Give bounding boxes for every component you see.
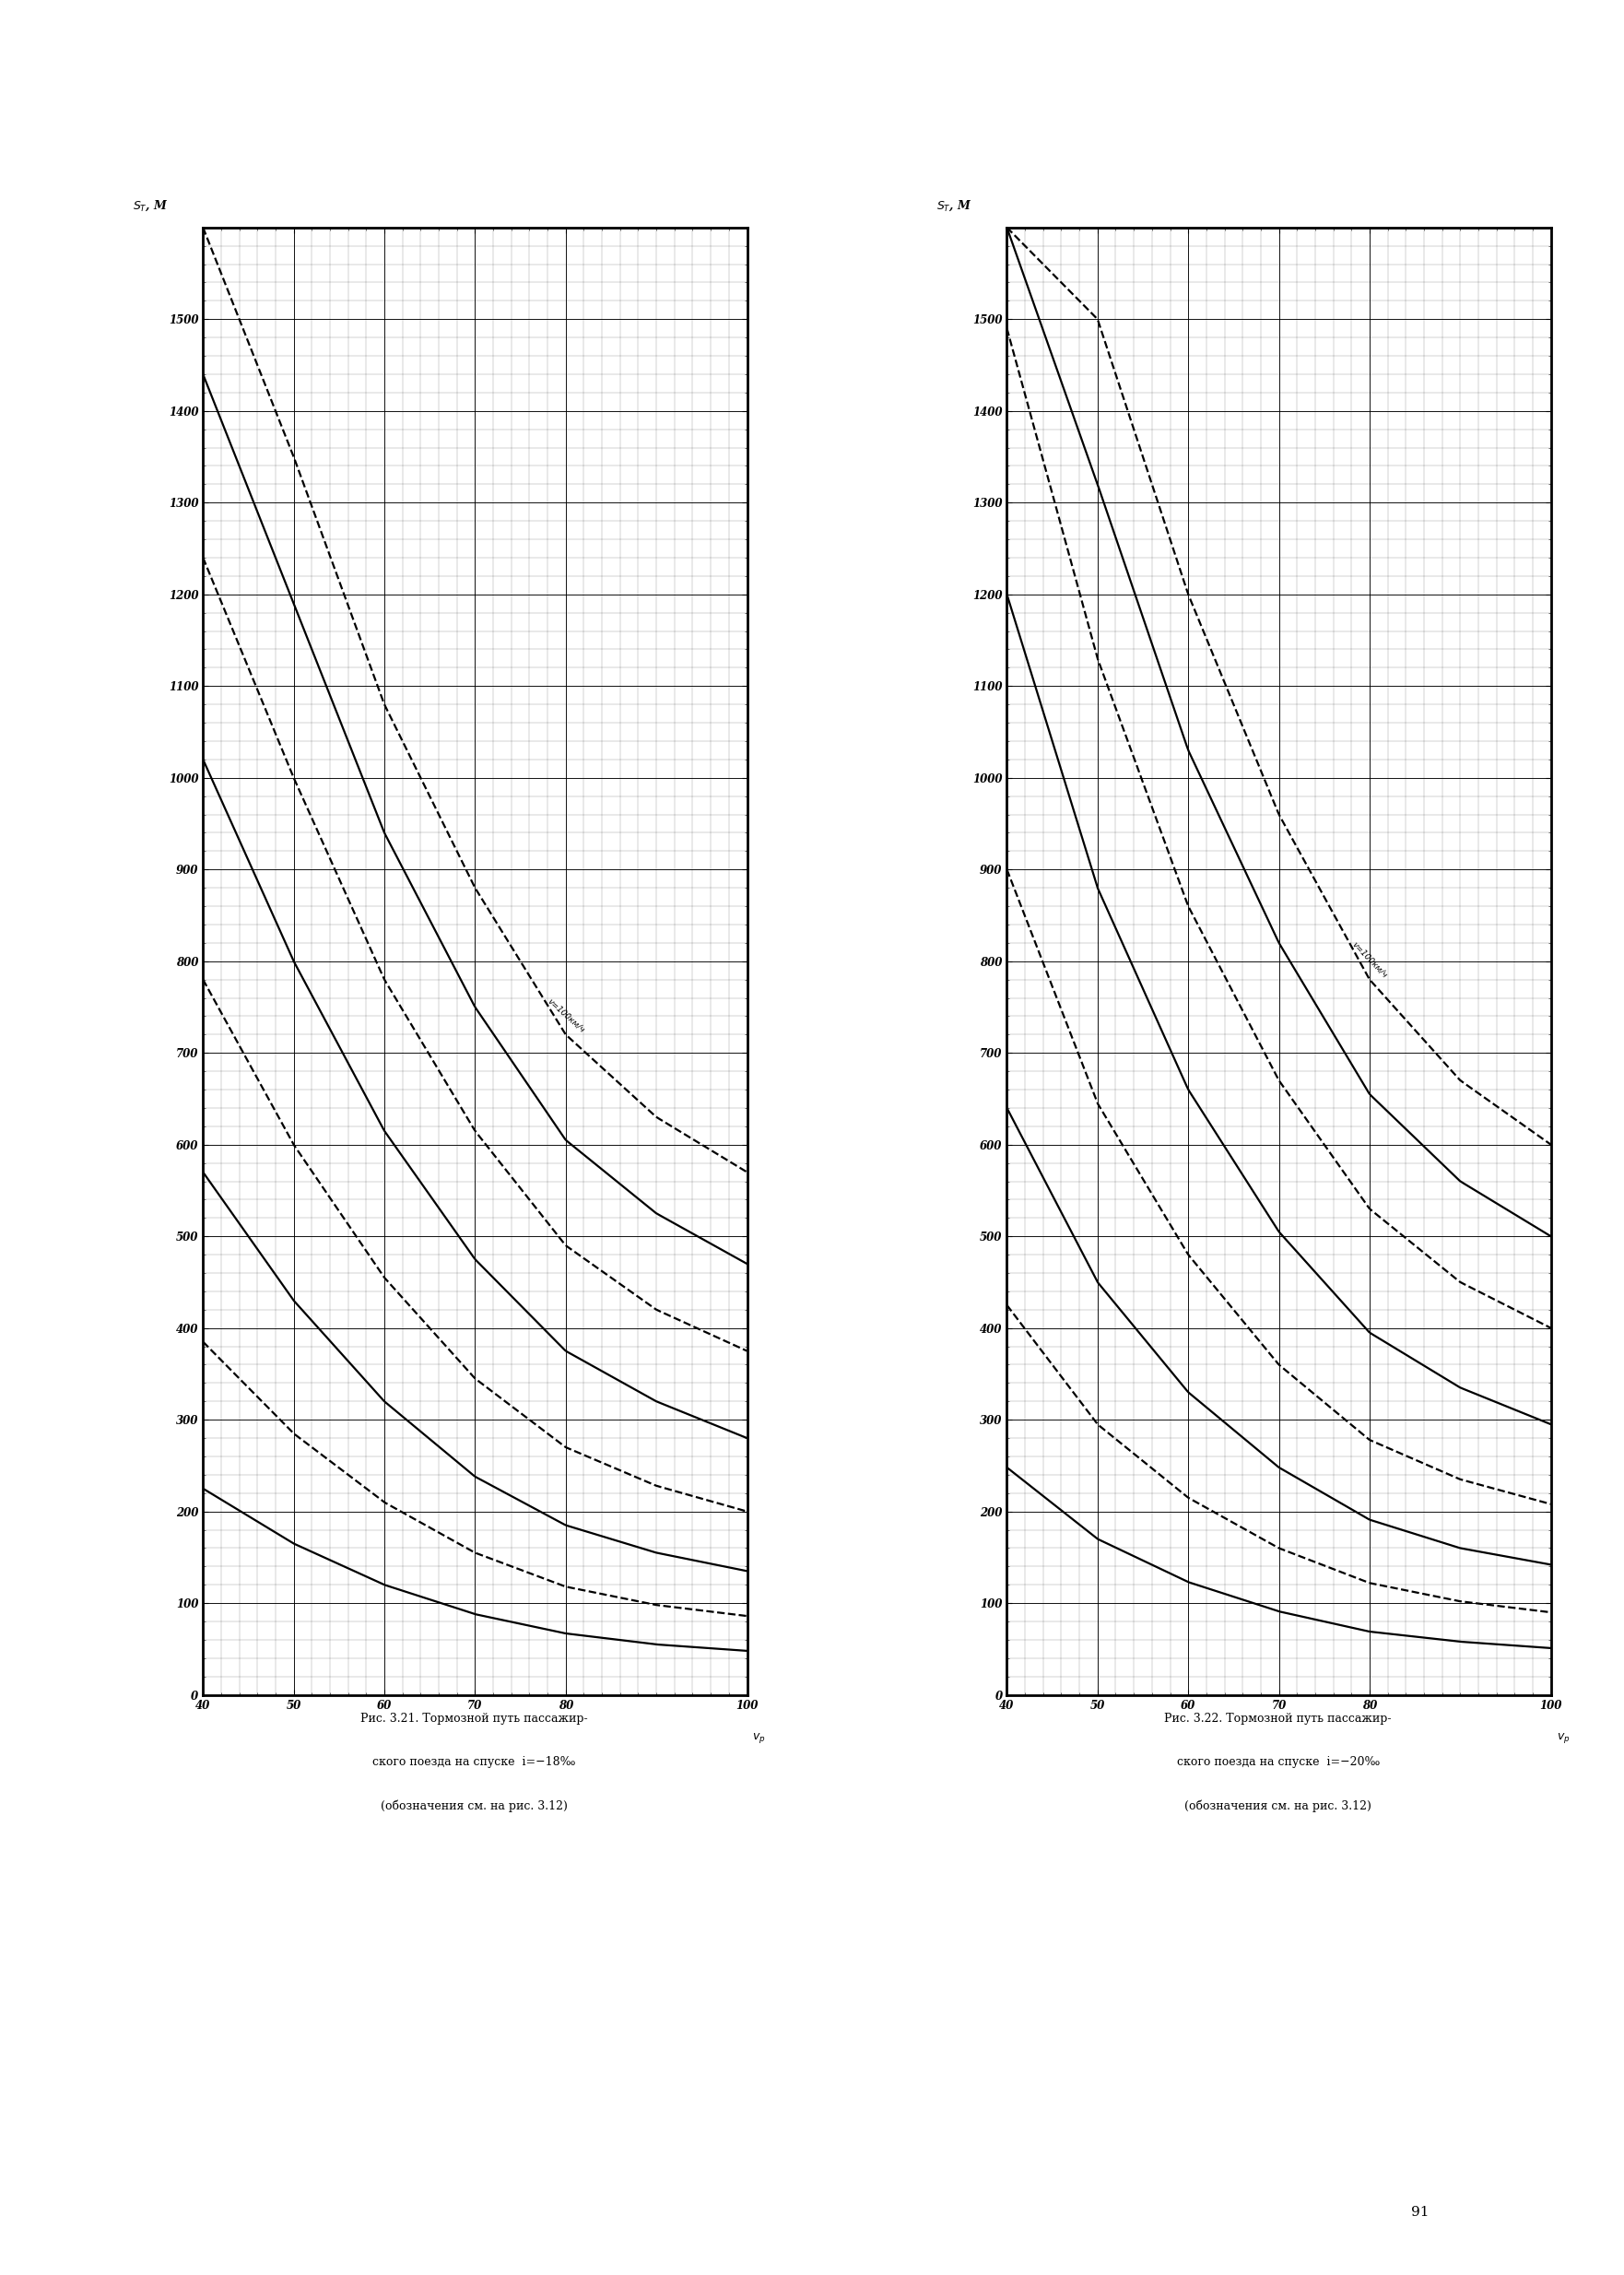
Text: 80: 80 <box>1554 1324 1567 1333</box>
Text: (обозначения см. на рис. 3.12): (обозначения см. на рис. 3.12) <box>380 1800 568 1811</box>
Text: 100: 100 <box>750 1167 771 1176</box>
Text: 91: 91 <box>1411 2207 1429 2218</box>
Text: 60: 60 <box>750 1508 763 1515</box>
Text: 80: 80 <box>750 1347 763 1356</box>
Text: v=100км/ч: v=100км/ч <box>546 996 586 1035</box>
Text: 70: 70 <box>1554 1420 1567 1429</box>
Text: $S_T$, М: $S_T$, М <box>132 198 167 214</box>
Text: $v_p$: $v_p$ <box>752 1731 767 1745</box>
Text: 30: 30 <box>750 1647 763 1654</box>
Text: 60: 60 <box>1554 1499 1567 1508</box>
Text: 90: 90 <box>750 1260 763 1267</box>
Text: (обозначения см. на рис. 3.12): (обозначения см. на рис. 3.12) <box>1184 1800 1372 1811</box>
Text: ского поезда на спуске  i=−20‰: ского поезда на спуске i=−20‰ <box>1176 1756 1379 1768</box>
Text: 50: 50 <box>750 1567 763 1574</box>
Text: $S_T$, М: $S_T$, М <box>935 198 971 214</box>
Text: 90: 90 <box>1554 1233 1567 1240</box>
Text: 50: 50 <box>1554 1561 1567 1570</box>
Text: v=100км/ч: v=100км/ч <box>1351 940 1389 981</box>
Text: Рис. 3.22. Тормозной путь пассажир-: Рис. 3.22. Тормозной путь пассажир- <box>1164 1713 1392 1724</box>
Text: 40: 40 <box>1554 1608 1567 1618</box>
Text: 40: 40 <box>750 1613 763 1620</box>
Text: 70: 70 <box>750 1433 763 1442</box>
Text: Рис. 3.21. Тормозной путь пассажир-: Рис. 3.21. Тормозной путь пассажир- <box>361 1713 588 1724</box>
Text: 100: 100 <box>1554 1140 1575 1149</box>
Text: $v_p$: $v_p$ <box>1556 1731 1570 1745</box>
Text: 30: 30 <box>1554 1645 1567 1652</box>
Text: ского поезда на спуске  i=−18‰: ского поезда на спуске i=−18‰ <box>372 1756 577 1768</box>
